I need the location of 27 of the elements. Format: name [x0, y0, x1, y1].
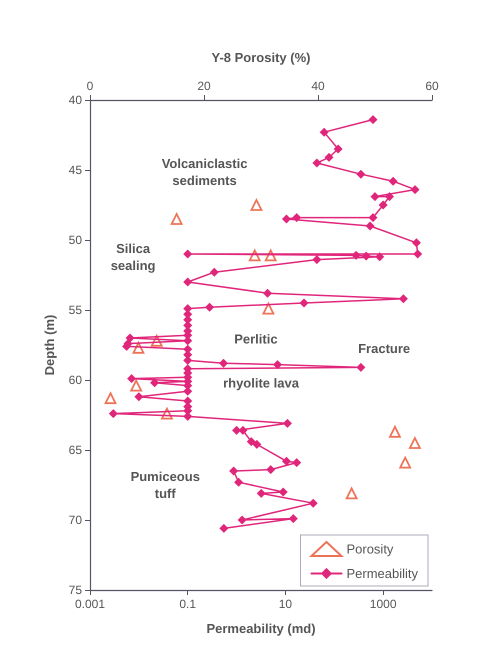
- y-tick-label: 60: [68, 373, 82, 387]
- annotation: rhyolite lava: [223, 375, 300, 390]
- x-tick-label: 0.001: [74, 597, 106, 611]
- y-tick-label: 70: [68, 513, 82, 527]
- legend-label: Porosity: [346, 542, 394, 556]
- legend-label: Permeability: [346, 566, 418, 581]
- x-tick-label: 0.1: [179, 597, 196, 611]
- annotation: Volcaniclastic sediments: [162, 156, 248, 188]
- x2-tick-label: 20: [197, 79, 211, 93]
- annotation: Fracture: [358, 341, 410, 356]
- y-tick-label: 45: [68, 163, 82, 177]
- x-tick-label: 1000: [370, 597, 397, 611]
- annotation: Pumiceous tuff: [130, 468, 200, 501]
- x-tick-label: 10: [278, 597, 292, 611]
- x2-tick-label: 0: [86, 79, 94, 93]
- y-tick-label: 55: [68, 303, 82, 317]
- annotation: Perlitic: [234, 331, 278, 346]
- y-tick-label: 65: [68, 443, 82, 457]
- y-tick-label: 50: [68, 233, 82, 247]
- x2-axis-title: Y-8 Porosity (%): [212, 50, 310, 65]
- x-axis-title: Permeability (md): [206, 621, 316, 636]
- y-axis-title: Depth (m): [42, 314, 57, 376]
- x2-tick-label: 40: [311, 79, 325, 93]
- y-tick-label: 40: [68, 93, 82, 107]
- annotation: Silica sealing: [110, 241, 156, 274]
- y-tick-label: 75: [68, 583, 82, 597]
- x2-tick-label: 60: [425, 79, 439, 93]
